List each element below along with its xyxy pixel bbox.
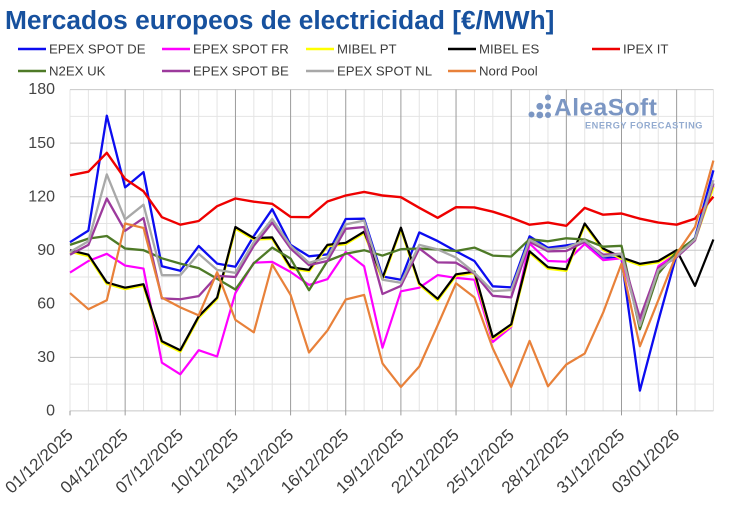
svg-text:N2EX UK: N2EX UK	[49, 64, 106, 79]
svg-text:EPEX SPOT DE: EPEX SPOT DE	[49, 42, 146, 57]
svg-text:120: 120	[28, 188, 55, 205]
svg-text:Mercados europeos de electrici: Mercados europeos de electricidad [€/MWh…	[5, 5, 554, 35]
svg-text:30: 30	[37, 349, 55, 366]
svg-text:EPEX SPOT NL: EPEX SPOT NL	[337, 64, 432, 79]
svg-text:AleaSoft: AleaSoft	[554, 95, 657, 122]
svg-text:MIBEL PT: MIBEL PT	[337, 42, 397, 57]
svg-text:EPEX SPOT BE: EPEX SPOT BE	[193, 64, 289, 79]
svg-text:60: 60	[37, 295, 55, 312]
svg-text:0: 0	[46, 403, 55, 420]
svg-text:90: 90	[37, 242, 55, 259]
svg-text:Nord Pool: Nord Pool	[479, 64, 538, 79]
svg-text:MIBEL ES: MIBEL ES	[479, 42, 540, 57]
svg-text:ENERGY FORECASTING: ENERGY FORECASTING	[585, 121, 703, 131]
svg-text:EPEX SPOT FR: EPEX SPOT FR	[193, 42, 289, 57]
svg-text:180: 180	[28, 81, 55, 98]
svg-text:150: 150	[28, 135, 55, 152]
svg-text:IPEX IT: IPEX IT	[623, 42, 668, 57]
